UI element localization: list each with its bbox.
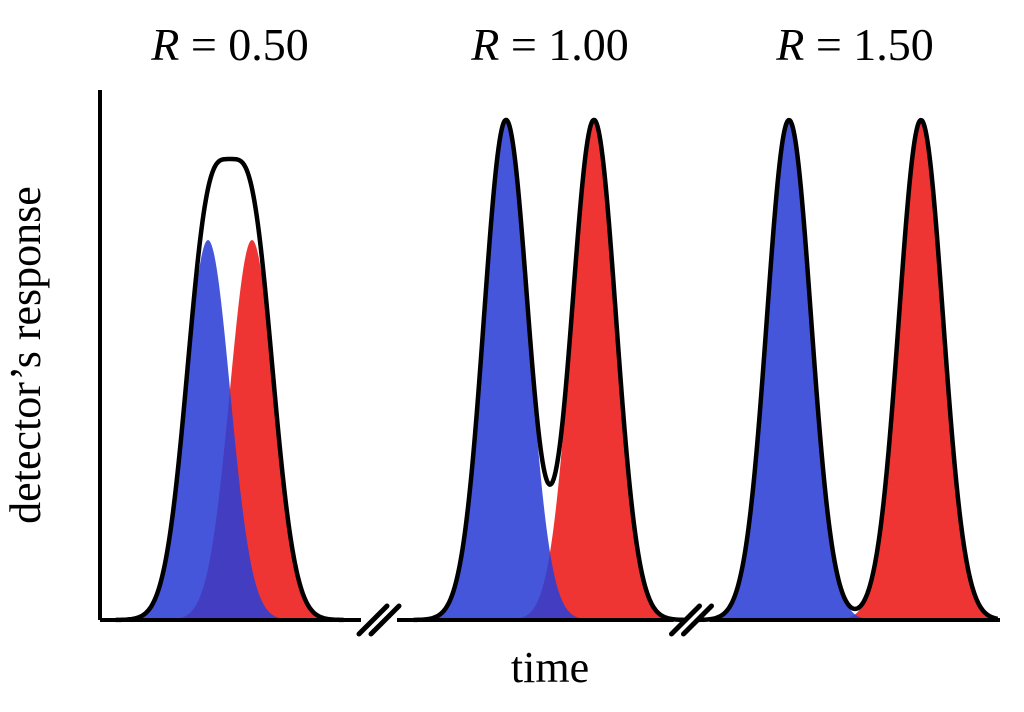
y-axis-label: detector’s response (1, 186, 50, 524)
x-axis-label: time (511, 643, 589, 692)
panel-title: R = 0.50 (150, 19, 309, 70)
peak-b-fill (414, 120, 687, 620)
peak-b-fill (697, 120, 998, 620)
peak-a-fill (116, 240, 345, 620)
panel-title: R = 1.00 (470, 19, 629, 70)
panel-title: R = 1.50 (775, 19, 934, 70)
peak-a-fill (414, 120, 687, 620)
envelope-stroke (414, 120, 686, 620)
